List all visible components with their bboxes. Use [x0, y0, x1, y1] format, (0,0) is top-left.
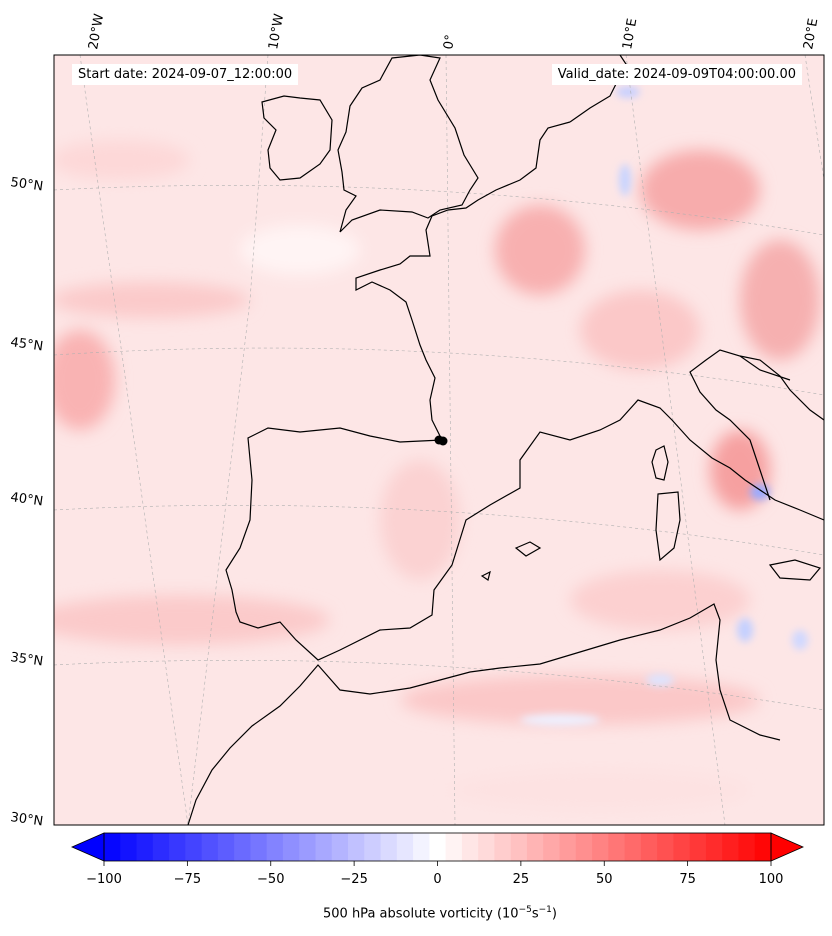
corsica-coast — [651, 445, 669, 481]
colorbar: −100 −75 −50 −25 0 25 50 75 100 — [71, 832, 804, 887]
lon-label-20w: 20°W — [86, 13, 107, 51]
colorbar-title-exp2: −1 — [538, 905, 552, 915]
lon-label-10w: 10°W — [266, 13, 287, 51]
colorbar-title: 500 hPa absolute vorticity (10−5s−1) — [0, 905, 832, 921]
colorbar-tick-label: 100 — [759, 872, 784, 887]
colorbar-extend-max — [770, 832, 804, 862]
colorbar-cell — [575, 833, 593, 861]
lat-label-35n: 35°N — [9, 650, 44, 669]
lon-label-10e: 10°E — [620, 17, 640, 50]
colorbar-cell — [234, 833, 252, 861]
colorbar-cell — [640, 833, 658, 861]
colorbar-cell — [754, 833, 772, 861]
colorbar-tick-label: −50 — [257, 872, 284, 887]
valid-date-label: Valid_date: 2024-09-09T04:00:00.00 — [551, 64, 802, 85]
colorbar-cell — [201, 833, 219, 861]
colorbar-ticks: −100 −75 −50 −25 0 25 50 75 100 — [86, 861, 783, 887]
colorbar-cell — [169, 833, 186, 861]
colorbar-cell — [331, 833, 349, 861]
colorbar-cell — [380, 833, 398, 861]
colorbar-cell — [608, 833, 626, 861]
location-marker — [434, 435, 448, 446]
lat-label-45n: 45°N — [9, 335, 44, 354]
sardinia-coast — [655, 491, 681, 562]
colorbar-cell — [673, 833, 691, 861]
colorbar-cell — [445, 833, 463, 861]
balkan-coast — [739, 355, 824, 421]
colorbar-cell — [413, 833, 430, 861]
britain-coast — [337, 55, 479, 233]
colorbar-cell — [152, 833, 170, 861]
colorbar-cell — [348, 833, 365, 861]
colorbar-cell — [592, 833, 609, 861]
colorbar-extend-min — [71, 832, 105, 862]
colorbar-cell — [689, 833, 707, 861]
colorbar-cell — [657, 833, 674, 861]
iberia-coast — [225, 399, 824, 661]
colorbar-tick-label: 0 — [433, 872, 441, 887]
colorbar-cell — [104, 833, 121, 861]
italy-coast — [689, 349, 791, 501]
start-date-label: Start date: 2024-09-07_12:00:00 — [72, 64, 299, 85]
colorbar-cell — [217, 833, 235, 861]
colorbar-cell — [396, 833, 414, 861]
colorbar-cell — [364, 833, 382, 861]
colorbar-cell — [738, 833, 756, 861]
lat-label-30n: 30°N — [9, 810, 44, 829]
colorbar-cell — [461, 833, 479, 861]
colorbar-title-suffix: ) — [551, 906, 557, 922]
lon-label-0: 0° — [441, 34, 458, 51]
colorbar-cell — [624, 833, 642, 861]
lon-labels: 20°W 10°W 0° 10°E 20°E — [86, 13, 821, 51]
mallorca-coast — [514, 541, 542, 557]
colorbar-title-mid: s — [531, 906, 539, 922]
colorbar-tick-label: 75 — [679, 872, 696, 887]
coastlines — [187, 55, 824, 825]
colorbar-tick-label: −25 — [340, 872, 367, 887]
graticule — [54, 55, 824, 825]
colorbar-cell — [429, 833, 447, 861]
colorbar-cell — [136, 833, 154, 861]
sicily-coast — [768, 559, 822, 581]
colorbar-cell — [282, 833, 300, 861]
colorbar-cells — [104, 833, 772, 861]
lat-label-40n: 40°N — [9, 490, 44, 509]
colorbar-cell — [510, 833, 528, 861]
map-frame — [53, 54, 825, 826]
france-coast — [355, 121, 571, 441]
lat-labels: 50°N 45°N 40°N 35°N 30°N — [9, 175, 44, 829]
colorbar-cell — [705, 833, 723, 861]
colorbar-cell — [543, 833, 561, 861]
colorbar-cell — [299, 833, 317, 861]
colorbar-cell — [120, 833, 138, 861]
colorbar-tick-label: 50 — [596, 872, 613, 887]
ibiza-coast — [480, 570, 491, 581]
colorbar-cell — [526, 833, 544, 861]
colorbar-cell — [185, 833, 203, 861]
colorbar-cell — [722, 833, 740, 861]
colorbar-cell — [266, 833, 284, 861]
negative-vorticity-spots — [520, 86, 808, 726]
colorbar-cell — [250, 833, 268, 861]
colorbar-tick-label: −75 — [174, 872, 201, 887]
colorbar-cell — [315, 833, 333, 861]
colorbar-tick-label: −100 — [86, 872, 122, 887]
lon-label-20e: 20°E — [801, 17, 821, 50]
colorbar-tick-label: 25 — [513, 872, 530, 887]
colorbar-cell — [478, 833, 496, 861]
africa-coast — [187, 603, 781, 825]
vorticity-field — [54, 55, 824, 825]
colorbar-cell — [494, 833, 512, 861]
ireland-coast — [261, 95, 333, 181]
colorbar-title-exp1: −5 — [518, 905, 532, 915]
colorbar-cell — [559, 833, 577, 861]
colorbar-title-prefix: 500 hPa absolute vorticity (10 — [323, 906, 519, 922]
lat-label-50n: 50°N — [9, 175, 44, 194]
